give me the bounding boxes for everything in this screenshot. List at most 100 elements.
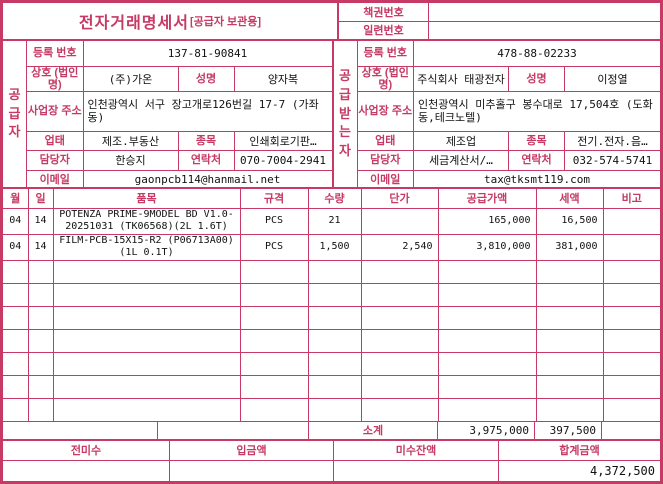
item-spec: PCS [239, 233, 309, 261]
buyer-email-value: tax@tksmt119.com [413, 169, 660, 190]
buyer-biztype-value: 제조업 [413, 130, 509, 151]
book-number-row: 책권번호 [339, 3, 660, 21]
supplier-panel: 공급자 등록 번호 137-81-90841 상호 (법인명) (주)가온 성명… [3, 41, 332, 190]
empty-item-row [3, 328, 660, 353]
book-number-label: 책권번호 [339, 3, 429, 21]
buyer-contact-value: 세금계산서/… [413, 149, 509, 171]
item-unit-price [360, 207, 439, 235]
subtotal-tax: 397,500 [549, 423, 596, 437]
prev-balance-value [3, 461, 170, 481]
buyer-panel: 공급받는자 등록 번호 478-88-02233 상호 (법인명) 주식회사 태… [331, 41, 660, 190]
subtotal-label-cell: 소계 [309, 421, 438, 439]
buyer-contact-label: 담당자 [357, 149, 414, 171]
prev-balance-label: 전미수 [3, 440, 170, 461]
col-header-day: 일 [27, 189, 54, 209]
subtotal-spacer [3, 421, 158, 439]
items-table: 월 일 품목 규격 수량 단가 공급가액 세액 비고 04 14 POTENZA… [3, 189, 660, 422]
supplier-bizitem-label: 종목 [177, 130, 235, 151]
supplier-phone-label: 연락처 [177, 149, 235, 171]
buyer-phone-value: 032-574-5741 [564, 149, 660, 171]
buyer-phone-label: 연락처 [508, 149, 565, 171]
book-number-value [429, 3, 660, 21]
item-unit-price: 2,540 [360, 233, 439, 261]
title-box: 전자거래명세서 [공급자 보관용] [3, 3, 339, 39]
page-title: 전자거래명세서 [78, 15, 189, 32]
buyer-name-value: 주식회사 태광전자 [413, 65, 509, 92]
outstanding-balance-value [334, 461, 499, 481]
col-header-qty: 수량 [307, 189, 362, 209]
empty-item-row [3, 259, 660, 284]
buyer-address-value: 인천광역시 미추홀구 봉수대로 17,504호 (도화동,테크노텔) [413, 90, 660, 132]
empty-item-row [3, 282, 660, 307]
item-tax: 16,500 [535, 207, 604, 235]
supplier-address-value: 인천광역시 서구 장고개로126번길 17-7 (가좌동) [82, 90, 332, 132]
totals-value-row: 4,372,500 [3, 460, 660, 481]
item-supply-amount: 165,000 [437, 207, 537, 235]
top-band: 전자거래명세서 [공급자 보관용] 책권번호 일련번호 [3, 3, 660, 41]
supplier-email-label: 이메일 [27, 169, 84, 190]
col-header-month: 월 [3, 189, 29, 209]
supplier-ceo-label: 성명 [177, 65, 235, 92]
col-header-unit-price: 단가 [360, 189, 439, 209]
subtotal-supply-amount: 3,975,000 [469, 423, 529, 437]
buyer-address-label: 사업장 주소 [357, 90, 414, 132]
empty-item-row [3, 397, 660, 422]
supplier-bizitem-value: 인쇄회로기판… [233, 130, 332, 151]
item-qty: 1,500 [307, 233, 362, 261]
item-name: POTENZA PRIME-9MODEL BD V1.0-20251031 (T… [52, 207, 241, 235]
col-header-tax: 세액 [535, 189, 604, 209]
empty-item-row [3, 305, 660, 330]
item-qty: 21 [307, 207, 362, 235]
buyer-ceo-value: 이정열 [564, 65, 660, 92]
item-day: 14 [27, 207, 54, 235]
buyer-ceo-label: 성명 [508, 65, 565, 92]
empty-item-row [3, 374, 660, 399]
items-header-row: 월 일 품목 규격 수량 단가 공급가액 세액 비고 [3, 189, 660, 209]
supplier-address-label: 사업장 주소 [27, 90, 84, 132]
item-row: 04 14 FILM-PCB-15X15-R2 (P06713A00)(1L 0… [3, 233, 660, 261]
supplier-ceo-value: 양자복 [233, 65, 332, 92]
buyer-bizitem-label: 종목 [508, 130, 565, 151]
col-header-supply-amount: 공급가액 [437, 189, 537, 209]
subtotal-note-cell [602, 422, 660, 439]
buyer-email-label: 이메일 [357, 169, 414, 190]
outstanding-balance-label: 미수잔액 [334, 440, 499, 461]
document-number-block: 책권번호 일련번호 [339, 3, 660, 39]
buyer-role-label: 공급받는자 [334, 41, 358, 187]
buyer-reg-value: 478-88-02233 [413, 41, 660, 67]
subtotal-row: 소계 3,975,000 397,500 [3, 421, 660, 439]
item-note [602, 233, 660, 261]
totals-footer: 전미수 입금액 미수잔액 합계금액 4,372,500 [3, 438, 660, 481]
buyer-biztype-label: 업태 [357, 130, 414, 151]
col-header-item: 품목 [52, 189, 241, 209]
parties-info-section: 공급자 등록 번호 137-81-90841 상호 (법인명) (주)가온 성명… [3, 41, 660, 190]
deposit-value [170, 461, 334, 481]
col-header-spec: 규격 [239, 189, 309, 209]
supplier-role-label: 공급자 [3, 41, 27, 187]
item-spec: PCS [239, 207, 309, 235]
item-tax: 381,000 [535, 233, 604, 261]
col-header-note: 비고 [602, 189, 660, 209]
item-row: 04 14 POTENZA PRIME-9MODEL BD V1.0-20251… [3, 207, 660, 235]
subtotal-tax-cell: 397,500 [535, 421, 602, 439]
grand-total-label: 합계금액 [559, 445, 600, 458]
supplier-biztype-label: 업태 [27, 130, 84, 151]
buyer-reg-label: 등록 번호 [357, 41, 414, 67]
supplier-email-value: gaonpcb114@hanmail.net [82, 169, 332, 190]
item-note [602, 207, 660, 235]
totals-header-row: 전미수 입금액 미수잔액 합계금액 [3, 440, 660, 461]
item-month: 04 [3, 233, 29, 261]
buyer-name-label: 상호 (법인명) [357, 65, 414, 92]
deposit-label: 입금액 [170, 440, 334, 461]
item-month: 04 [3, 207, 29, 235]
supplier-contact-label: 담당자 [27, 149, 84, 171]
supplier-reg-value: 137-81-90841 [82, 41, 332, 67]
buyer-table: 등록 번호 478-88-02233 상호 (법인명) 주식회사 태광전자 성명… [357, 41, 660, 190]
supplier-phone-value: 070-7004-2941 [233, 149, 332, 171]
supplier-contact-value: 한승지 [82, 149, 179, 171]
serial-number-row: 일련번호 [339, 20, 660, 39]
subtotal-supply-cell: 3,975,000 [438, 421, 535, 439]
supplier-name-label: 상호 (법인명) [27, 65, 84, 92]
grand-total-value: 4,372,500 [589, 464, 655, 479]
